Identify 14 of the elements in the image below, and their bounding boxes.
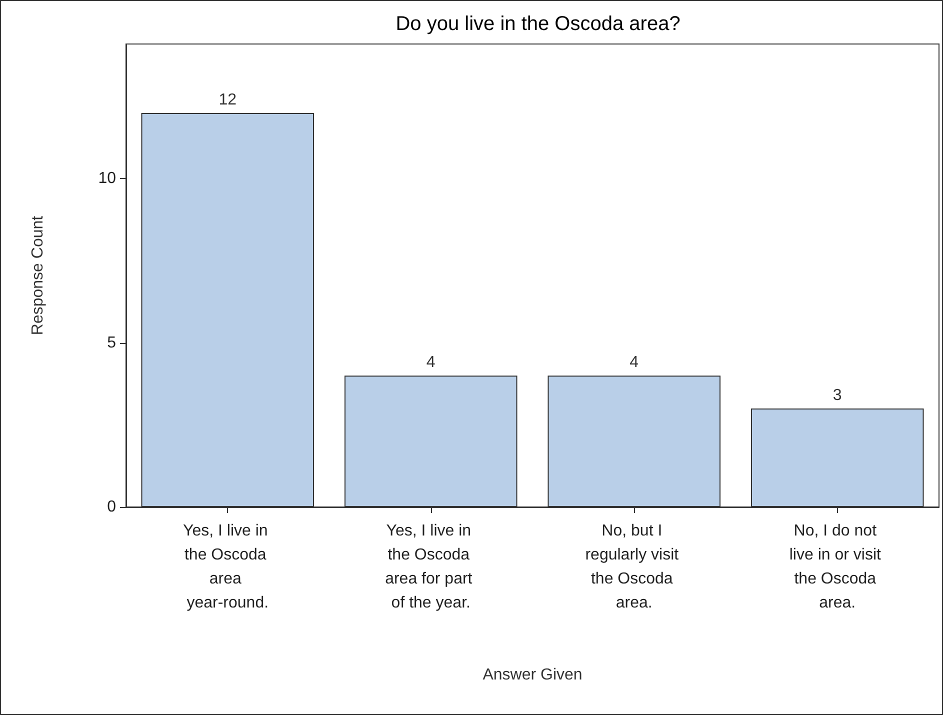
- x-tick-label: No, but I regularly visit the Oscoda area.: [585, 522, 684, 612]
- y-axis-title: Response Count: [30, 215, 46, 336]
- y-tick-label: 10: [98, 170, 116, 188]
- x-tick-label: Yes, I live in the Oscoda area for part of the year.: [385, 522, 477, 612]
- chart-title: Do you live in the Oscoda area?: [396, 13, 680, 35]
- y-tick-label: 5: [107, 334, 116, 352]
- x-axis-title: Answer Given: [482, 666, 582, 684]
- data-label: 12: [218, 91, 237, 108]
- data-label: 4: [630, 354, 639, 372]
- x-tick-label: No, I do not live in or visit the Oscoda area.: [789, 522, 886, 612]
- data-label: 4: [426, 354, 436, 372]
- y-tick-label: 0: [107, 498, 116, 516]
- x-tick-label: Yes, I live in the Oscoda area year-round.: [183, 522, 272, 612]
- data-label: 3: [832, 386, 842, 404]
